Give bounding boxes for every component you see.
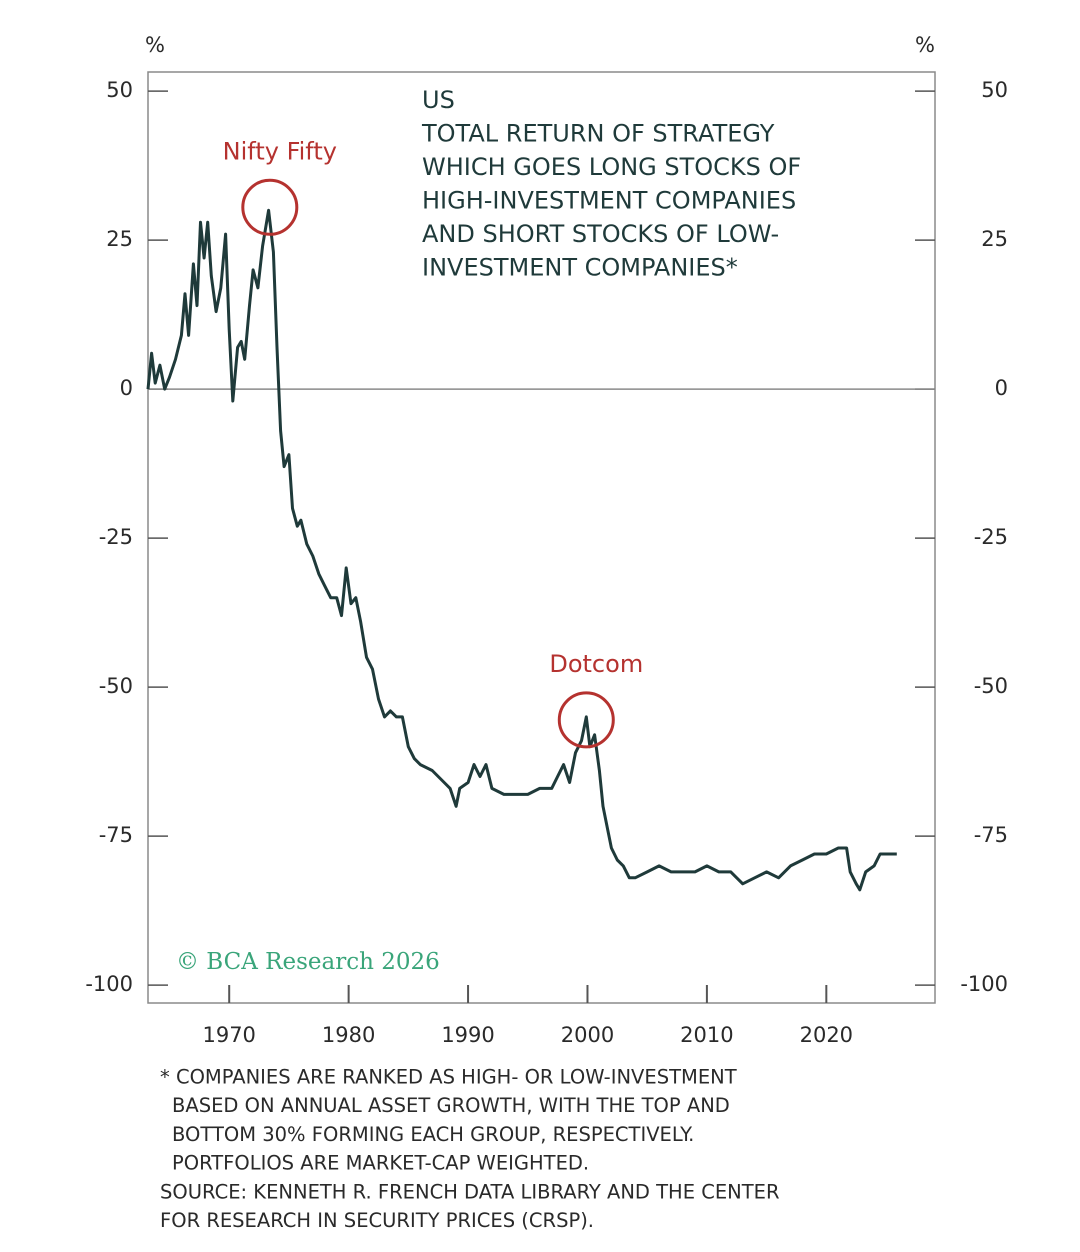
- footnote: * COMPANIES ARE RANKED AS HIGH- OR LOW-I…: [160, 1066, 737, 1089]
- y-tick-label: 0: [120, 376, 133, 400]
- chart-title: HIGH-INVESTMENT COMPANIES: [422, 187, 796, 215]
- y-tick-label: -75: [99, 823, 133, 847]
- y2-tick-label: -25: [974, 525, 1008, 549]
- y2-tick-label: -75: [974, 823, 1008, 847]
- y2-tick-label: -50: [974, 674, 1008, 698]
- footnote: PORTFOLIOS ARE MARKET-CAP WEIGHTED.: [172, 1152, 589, 1175]
- watermark: © BCA Research 2026: [176, 949, 440, 975]
- y-tick-label: -25: [99, 525, 133, 549]
- annotation-circle: [557, 691, 615, 749]
- x-tick-label: 2000: [561, 1023, 614, 1047]
- y2-axis-label: %: [915, 33, 935, 57]
- source: SOURCE: KENNETH R. FRENCH DATA LIBRARY A…: [160, 1181, 780, 1204]
- y2-tick-label: 0: [995, 376, 1008, 400]
- annotation-label: Dotcom: [549, 650, 643, 678]
- y2-tick-label: -100: [960, 972, 1008, 996]
- x-tick-label: 2010: [680, 1023, 733, 1047]
- footnote: BASED ON ANNUAL ASSET GROWTH, WITH THE T…: [172, 1094, 730, 1117]
- y-axis-label: %: [145, 33, 165, 57]
- x-tick-label: 1980: [322, 1023, 375, 1047]
- chart-title: TOTAL RETURN OF STRATEGY: [421, 120, 775, 148]
- x-tick-label: 2020: [800, 1023, 853, 1047]
- annotation-label: Nifty Fifty: [223, 137, 337, 165]
- chart-title: AND SHORT STOCKS OF LOW-: [422, 220, 779, 248]
- chart-title: US: [422, 86, 455, 114]
- footnote: BOTTOM 30% FORMING EACH GROUP, RESPECTIV…: [172, 1123, 694, 1146]
- y-tick-label: 25: [106, 227, 133, 251]
- x-tick-label: 1970: [202, 1023, 255, 1047]
- y2-tick-label: 50: [981, 78, 1008, 102]
- annotation-circle: [241, 178, 299, 236]
- chart-title: INVESTMENT COMPANIES*: [422, 254, 738, 282]
- y-tick-label: -50: [99, 674, 133, 698]
- chart-title: WHICH GOES LONG STOCKS OF: [422, 153, 801, 181]
- y-tick-label: 50: [106, 78, 133, 102]
- y2-tick-label: 25: [981, 227, 1008, 251]
- data-line: [146, 208, 897, 892]
- x-tick-label: 1990: [441, 1023, 494, 1047]
- y-tick-label: -100: [85, 972, 133, 996]
- source: FOR RESEARCH IN SECURITY PRICES (CRSP).: [160, 1209, 594, 1232]
